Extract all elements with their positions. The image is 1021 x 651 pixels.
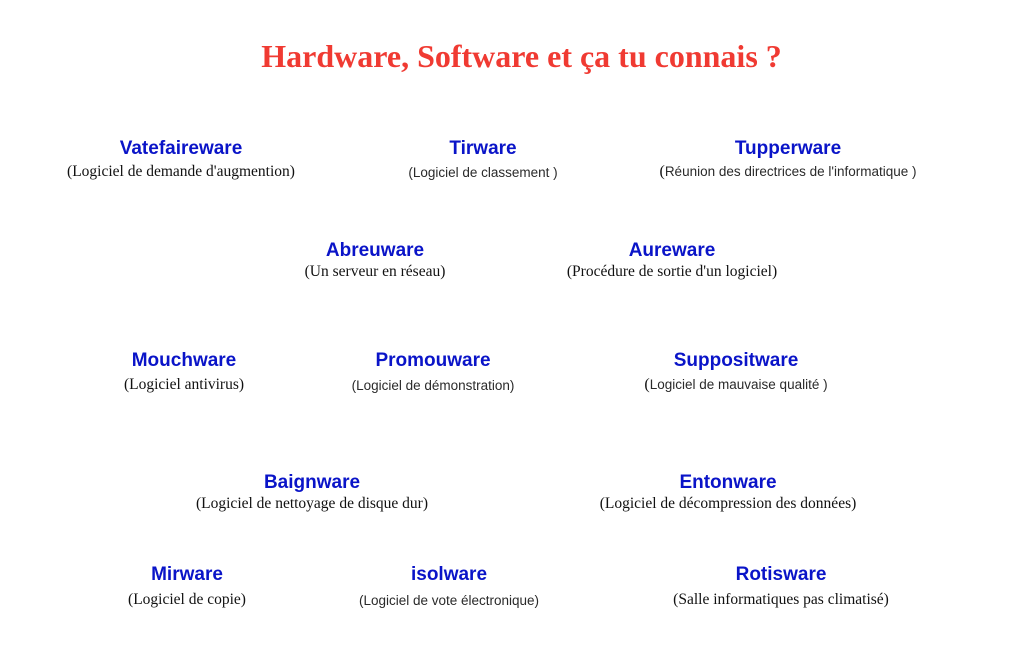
term-label: isolware: [410, 564, 488, 585]
term-label: Aureware: [628, 240, 716, 261]
definition-label: (Logiciel de mauvaise qualité ): [644, 377, 827, 393]
definition-text: Réunion des directrices de l'informatiqu…: [664, 164, 917, 179]
term-label: Tupperware: [734, 138, 842, 159]
definition-label: (Logiciel de classement ): [408, 165, 558, 180]
term-label: Vatefaireware: [119, 138, 243, 159]
definition-label: (Logiciel de démonstration): [351, 378, 515, 393]
definition-label: (Logiciel de nettoyage de disque dur): [196, 495, 428, 512]
page-title: Hardware, Software et ça tu connais ?: [261, 38, 782, 74]
term-label: Tirware: [449, 138, 517, 159]
definition-label: (Réunion des directrices de l'informatiq…: [659, 164, 916, 180]
definition-label: (Logiciel antivirus): [123, 376, 245, 393]
term-label: Rotisware: [735, 564, 827, 585]
definition-label: (Procédure de sortie d'un logiciel): [566, 263, 778, 280]
definition-label: (Un serveur en réseau): [304, 263, 446, 280]
definition-label: (Logiciel de demande d'augmention): [67, 163, 295, 180]
term-label: Promouware: [375, 350, 491, 371]
definition-open-paren: (: [659, 163, 665, 180]
definition-text: Logiciel de mauvaise qualité ): [649, 377, 828, 392]
term-label: Mouchware: [131, 350, 237, 371]
term-label: Abreuware: [325, 240, 425, 261]
definition-label: (Logiciel de vote électronique): [358, 593, 540, 608]
term-label: Entonware: [679, 472, 777, 493]
term-label: Suppositware: [673, 350, 799, 371]
definition-open-paren: (: [644, 376, 650, 393]
term-label: Mirware: [151, 564, 223, 585]
definition-label: (Salle informatiques pas climatisé): [673, 591, 889, 608]
term-label: Baignware: [263, 472, 361, 493]
definition-label: (Logiciel de décompression des données): [599, 495, 857, 512]
definition-label: (Logiciel de copie): [128, 591, 246, 608]
